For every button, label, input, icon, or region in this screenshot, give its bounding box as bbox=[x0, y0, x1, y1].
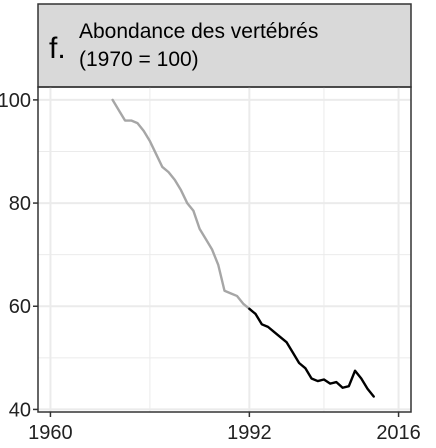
x-tick-label: 1992 bbox=[227, 422, 272, 444]
x-tick-label: 2016 bbox=[376, 422, 421, 444]
panel-letter: f. bbox=[49, 32, 66, 65]
y-tick-label: 60 bbox=[9, 296, 31, 318]
plot-border bbox=[37, 86, 412, 413]
title-strip bbox=[37, 3, 412, 88]
chart-title-line2: (1970 = 100) bbox=[79, 48, 199, 71]
plot-area: 1960 1992 2016 40 60 80 100 bbox=[0, 86, 421, 444]
series-line-2 bbox=[248, 307, 375, 398]
y-tick-label: 40 bbox=[9, 399, 31, 421]
chart-title-line1: Abondance des vertébrés bbox=[79, 20, 318, 43]
y-tick-label: 100 bbox=[0, 90, 31, 112]
series-line-1 bbox=[111, 98, 251, 311]
y-tick-label: 80 bbox=[9, 193, 31, 215]
x-tick-label: 1960 bbox=[28, 422, 73, 444]
